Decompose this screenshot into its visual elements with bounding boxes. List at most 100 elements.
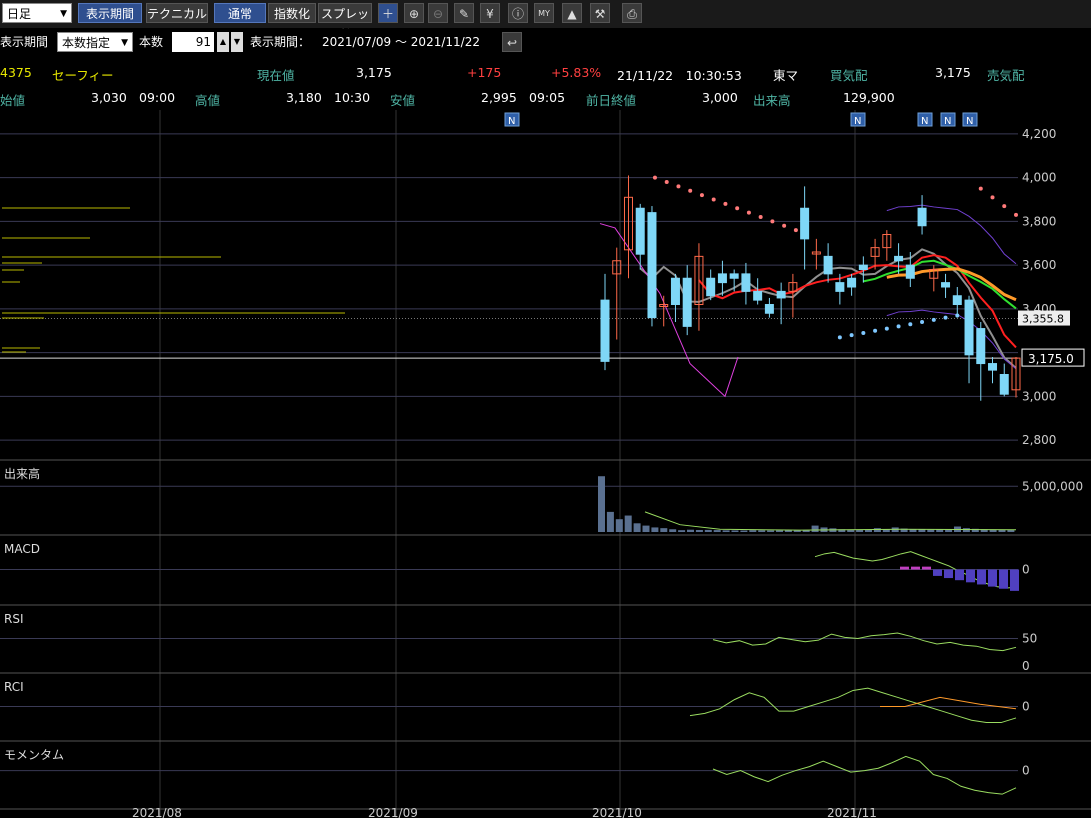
period-row: 表示期間 本数指定 ▼ 本数 91 ▲ ▼ 表示期間： 2021/07/09 ～… (0, 29, 1091, 55)
volume-bar (624, 515, 632, 532)
open-label: 始値 (0, 93, 26, 108)
volume-bar (767, 530, 775, 532)
technical-button[interactable]: テクニカル (146, 3, 208, 23)
parabolic-dot (978, 186, 983, 191)
crosshair-icon[interactable]: ＋ (378, 3, 398, 23)
volume-bar (606, 511, 614, 532)
candle-down (905, 264, 915, 279)
price-tick-label: 3,800 (1022, 214, 1056, 228)
count-input[interactable]: 91 (172, 32, 214, 52)
pencil-icon[interactable]: ✎ (454, 3, 474, 23)
index-button[interactable]: 指数化 (268, 3, 316, 23)
candle-down (753, 290, 763, 301)
candle-down (729, 273, 739, 279)
change-pct: +5.83% (551, 65, 602, 80)
quote-datetime: 21/11/22 10:30:53 (617, 68, 742, 83)
wrench-icon[interactable]: ⚒ (590, 3, 610, 23)
volume-bar (882, 529, 890, 532)
period-mode-select[interactable]: 本数指定 ▼ (57, 32, 133, 52)
stock-chart[interactable]: 4,2004,0003,8003,6003,4003,0002,8003,355… (0, 110, 1091, 818)
volume-bar (918, 529, 926, 532)
volume-bar (998, 529, 1006, 532)
parabolic-dot (931, 317, 936, 322)
candle-down (670, 277, 680, 305)
high-label: 高値 (195, 93, 221, 108)
count-down-icon[interactable]: ▲ (217, 32, 229, 52)
ma-mid-line (863, 259, 1017, 310)
candle-down (682, 277, 692, 327)
volume-bar (758, 530, 766, 532)
volume-tick-label: 5,000,000 (1022, 479, 1083, 493)
zoom-out-icon[interactable]: ⊖ (428, 3, 448, 23)
volume-bar (669, 529, 677, 532)
parabolic-dot (735, 206, 740, 211)
spread-button[interactable]: スプレッド (318, 3, 372, 41)
candle-up (870, 247, 880, 257)
last-price-label: 3,175.0 (1028, 352, 1074, 366)
macd-title: MACD (4, 542, 40, 556)
volume-bar (704, 529, 712, 532)
info-icon[interactable]: ⓘ (508, 3, 528, 23)
yen-icon[interactable]: ¥ (480, 3, 500, 23)
print-icon[interactable]: ⎙ (622, 3, 642, 23)
price-tick-label: 4,000 (1022, 171, 1056, 185)
volume-bar (687, 529, 694, 532)
rsi-tick-label: 0 (1022, 659, 1030, 673)
macd-tick-label: 0 (1022, 563, 1030, 577)
display-period-button[interactable]: 表示期間 (78, 3, 142, 23)
candle-down (988, 363, 998, 371)
macd-histogram-bar (955, 569, 964, 581)
range-value: 2021/07/09 ～ 2021/11/22 (322, 35, 480, 49)
volume-bar (936, 529, 944, 532)
news-marker (917, 112, 933, 127)
price-tick-label: 4,200 (1022, 127, 1056, 141)
macd-histogram-bar (900, 566, 909, 570)
volume-bar (909, 529, 917, 532)
zoom-in-icon[interactable]: ⊕ (404, 3, 424, 23)
news-marker-label: N (921, 116, 928, 127)
area-chart-icon[interactable]: ▲ (562, 3, 582, 23)
volume-ma-line (644, 511, 1017, 531)
volume-bar (927, 529, 935, 532)
macd-histogram-bar (977, 569, 986, 585)
my-chart-icon[interactable]: MY (534, 3, 554, 23)
count-up-icon[interactable]: ▼ (231, 32, 243, 52)
current-label: 現在値 (257, 68, 295, 83)
parabolic-dot (676, 184, 681, 189)
chart-grid (0, 110, 1091, 818)
candle-down (952, 295, 962, 305)
period-select[interactable]: 日足 ▼ (2, 3, 72, 23)
normal-button[interactable]: 通常 (214, 3, 266, 23)
parabolic-dot (652, 175, 657, 180)
candle-down (635, 207, 645, 255)
momentum-tick-label: 0 (1022, 764, 1030, 778)
parabolic-dot (699, 193, 704, 198)
volume-bar (980, 529, 988, 532)
news-marker (504, 112, 520, 127)
reset-icon[interactable]: ↩ (502, 32, 522, 52)
low-time: 09:05 (529, 90, 566, 105)
chevron-down-icon: ▼ (121, 38, 128, 48)
chevron-down-icon: ▼ (60, 9, 67, 19)
volume-bar (633, 523, 641, 532)
candle-down (764, 304, 774, 314)
parabolic-dot (908, 322, 913, 327)
rsi-line (712, 632, 1017, 652)
parabolic-dot (758, 215, 763, 219)
volume-bar (660, 528, 668, 532)
news-marker-label: N (508, 116, 515, 127)
parabolic-dot (782, 223, 787, 228)
volume-bar (838, 529, 846, 532)
candle-down (776, 290, 786, 299)
open-price: 3,030 (91, 90, 127, 105)
volume-bar (731, 530, 739, 532)
candle-down (941, 282, 951, 288)
candle-up (882, 234, 892, 249)
stock-code: 4375 (0, 65, 32, 80)
volume-bar (651, 527, 659, 532)
parabolic-dot (990, 195, 995, 200)
parabolic-dot (873, 328, 878, 333)
candle-up (612, 260, 622, 275)
ask-label: 売気配 (987, 68, 1025, 83)
x-tick-label: 2021/11 (827, 806, 877, 818)
